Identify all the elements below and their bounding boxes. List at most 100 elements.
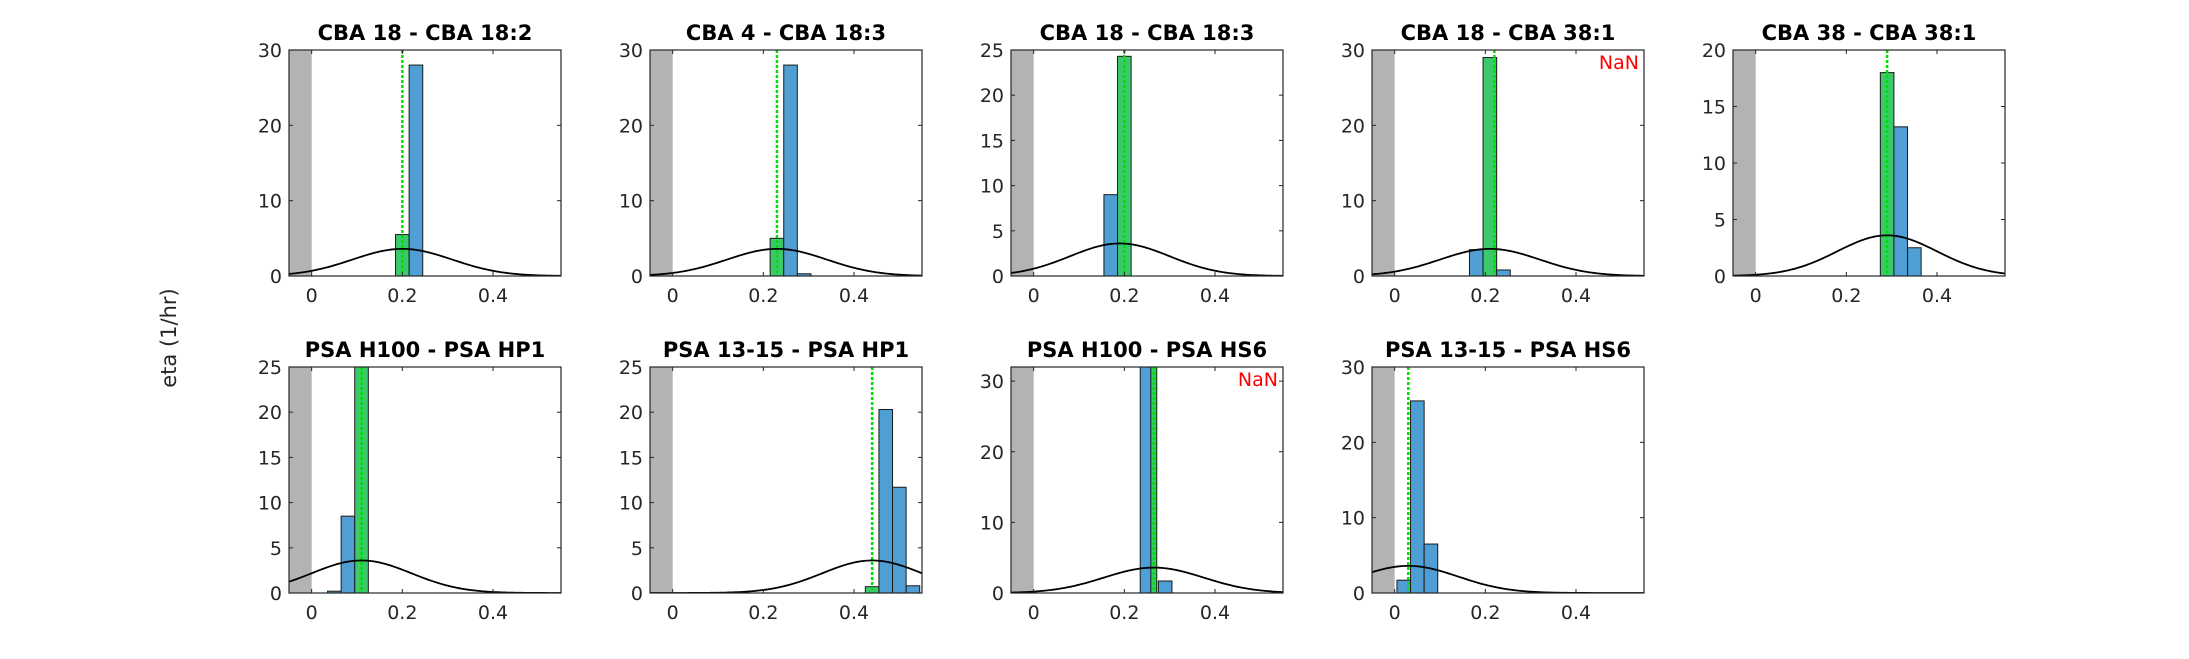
subplot-4: 0 10 20 30 0 0.2 0.4 CBA 18 - CBA 38:1 NaN [1341,21,1645,307]
axes-frame [1371,366,1645,594]
y-tick-label: 20 [1702,40,1726,62]
x-tick-label: 0.2 [1109,602,1139,624]
y-tick-label: 30 [1341,357,1365,379]
subplot-2: 0 10 20 30 0 0.2 0.4 CBA 4 - CBA 18:3 [619,21,923,307]
histogram-bar [340,515,356,593]
plot-area [1733,50,2005,276]
shaded-region [289,367,312,593]
y-tick-label: 30 [258,40,282,62]
x-tick-label: 0.2 [748,285,778,307]
axes-frame [1371,49,1645,277]
subplot-title: CBA 18 - CBA 18:2 [318,21,533,45]
x-tick-label: 0.2 [387,602,417,624]
histogram-bar [1410,400,1425,593]
subplot-title: CBA 18 - CBA 38:1 [1401,21,1616,45]
histogram-bar [1893,126,1909,276]
nan-note: NaN [1599,52,1639,74]
y-tick-label: 10 [1341,191,1365,213]
x-tick-label: 0.4 [1200,285,1230,307]
y-tick-label: 20 [1341,115,1365,137]
x-tick-label: 0 [667,285,679,307]
shaded-region [1011,50,1034,276]
density-curve [1011,566,1283,593]
histogram-bar [783,64,798,276]
y-tick-label: 10 [980,176,1004,198]
y-tick-label: 20 [258,115,282,137]
subplot-title: PSA 13-15 - PSA HS6 [1385,338,1631,362]
y-tick-label: 0 [631,266,643,288]
density-curve [1011,242,1283,276]
y-tick-label: 20 [619,115,643,137]
histogram-bar [1103,194,1119,276]
x-tick-label: 0 [667,602,679,624]
subplot-8: 0 10 20 30 0 0.2 0.4 PSA H100 - PSA HS6 NaN [980,338,1284,624]
subplot-title: CBA 4 - CBA 18:3 [686,21,886,45]
nan-note: NaN [1238,369,1278,391]
y-tick-label: 20 [980,85,1004,107]
y-tick-label: 0 [270,583,282,605]
axes-frame [288,49,562,277]
axes-frame [288,366,562,594]
x-tick-label: 0 [1389,285,1401,307]
density-curve [1372,247,1644,276]
y-tick-label: 5 [992,221,1004,243]
subplot-9: 0 10 20 30 0 0.2 0.4 PSA 13-15 - PSA HS6 [1341,338,1645,624]
x-tick-label: 0.4 [1561,602,1591,624]
histogram-bar [878,408,894,593]
subplot-title: CBA 38 - CBA 38:1 [1762,21,1977,45]
density-curve [1733,234,2005,276]
histogram-bar [1157,580,1173,593]
subplot-5: 0 5 10 15 20 0 0.2 0.4 CBA 38 - CBA 38:1 [1702,21,2006,307]
x-tick-label: 0 [1750,285,1762,307]
y-tick-label: 10 [980,512,1004,534]
plot-area [289,50,561,276]
y-tick-label: 0 [1353,583,1365,605]
shaded-region [1011,367,1034,593]
plot-area [650,367,922,593]
axes-frame [649,49,923,277]
x-tick-label: 0 [1028,285,1040,307]
x-tick-label: 0.4 [839,285,869,307]
x-tick-label: 0.2 [1470,285,1500,307]
y-tick-label: 25 [619,357,643,379]
y-tick-label: 0 [1714,266,1726,288]
plot-area [1372,50,1644,276]
x-tick-label: 0 [1389,602,1401,624]
shaded-region [650,367,673,593]
y-tick-label: 0 [1353,266,1365,288]
subplot-title: PSA 13-15 - PSA HP1 [663,338,909,362]
subplot-title: PSA H100 - PSA HP1 [305,338,546,362]
shaded-region [1372,367,1395,593]
x-tick-label: 0 [1028,602,1040,624]
subplot-title: CBA 18 - CBA 18:3 [1040,21,1255,45]
x-tick-label: 0.4 [478,285,508,307]
histogram-bar [905,585,921,593]
y-tick-label: 10 [1341,508,1365,530]
y-tick-label: 10 [258,493,282,515]
y-tick-label: 10 [619,191,643,213]
y-tick-label: 10 [1702,153,1726,175]
y-tick-label: 5 [270,538,282,560]
density-curve [650,247,922,276]
subplot-7: 0 5 10 15 20 25 0 0.2 0.4 PSA 13-15 - PSA HP1 [619,338,923,624]
histogram-bar [892,486,907,593]
x-tick-label: 0.4 [478,602,508,624]
y-tick-label: 0 [270,266,282,288]
y-tick-label: 25 [258,357,282,379]
y-tick-label: 30 [1341,40,1365,62]
x-tick-label: 0.2 [1109,285,1139,307]
x-tick-label: 0.2 [387,285,417,307]
y-tick-label: 15 [980,130,1004,152]
histogram-bar [1496,269,1511,276]
y-tick-label: 20 [980,442,1004,464]
x-tick-label: 0 [306,285,318,307]
x-tick-label: 0.4 [1200,602,1230,624]
axes-frame [1010,49,1284,277]
y-tick-label: 15 [258,447,282,469]
axes-frame [649,366,923,594]
y-tick-label: 20 [619,402,643,424]
subplot-6: 0 5 10 15 20 25 0 0.2 0.4 PSA H100 - PSA HP1 [258,338,562,624]
y-tick-label: 30 [619,40,643,62]
plot-area [289,367,561,593]
x-tick-label: 0.4 [1922,285,1952,307]
